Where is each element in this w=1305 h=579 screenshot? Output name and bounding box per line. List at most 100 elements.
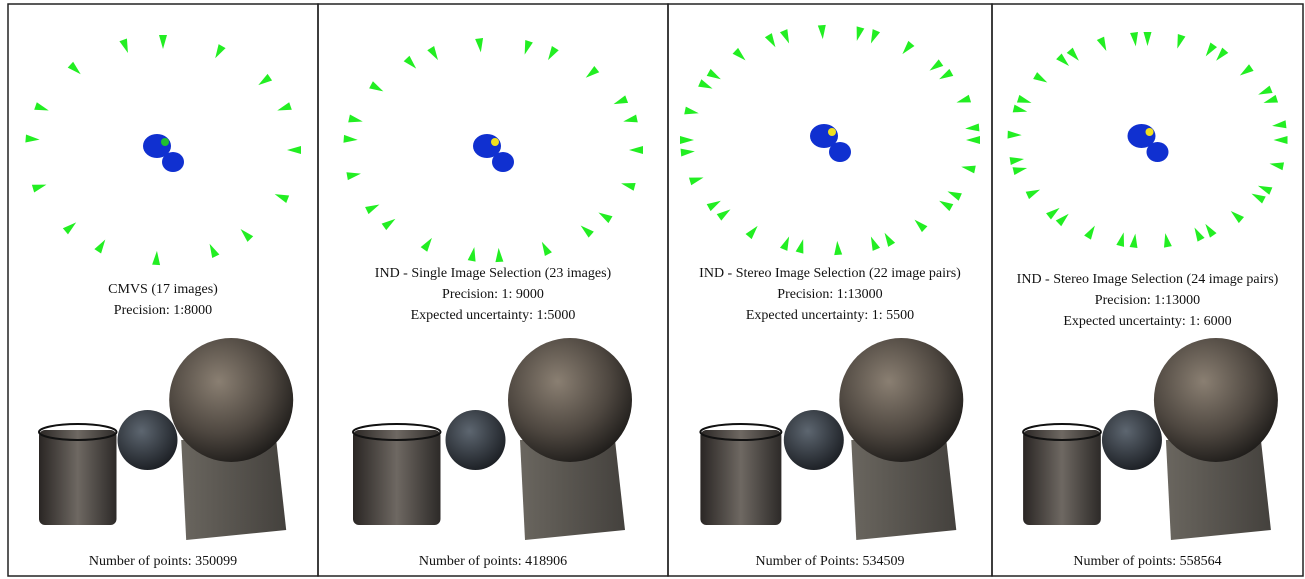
camera-icon [1013, 105, 1028, 113]
camera-icon [1116, 232, 1124, 247]
camera-icon [346, 172, 360, 180]
camera-icon [68, 62, 81, 74]
camera-icon [1033, 72, 1047, 82]
camera-icon [1097, 37, 1107, 51]
precision: Precision: 1:8000 [114, 303, 212, 318]
camera-icon [1264, 95, 1279, 103]
camera-icon [32, 185, 47, 193]
camera-icon [914, 220, 927, 233]
camera-icon [258, 74, 272, 85]
large-sphere [508, 338, 632, 462]
camera-icon [404, 56, 417, 69]
mug [39, 430, 117, 525]
camera-icon [629, 146, 643, 154]
point-count: Number of points: 558564 [1073, 554, 1221, 569]
camera-icon [1216, 48, 1228, 61]
camera-icon [1046, 208, 1060, 220]
camera-icon [525, 40, 533, 55]
camera-icon [159, 35, 167, 49]
point-cloud [829, 142, 851, 162]
camera-icon [343, 135, 357, 143]
camera-icon [746, 226, 758, 239]
camera-icon [947, 191, 961, 200]
mug [353, 430, 441, 525]
camera-icon [586, 66, 600, 78]
figure: CMVS (17 images) Precision: 1:8000 Number … [0, 0, 1305, 579]
camera-icon [1026, 190, 1040, 199]
camera-icon [63, 222, 76, 234]
camera-icon [965, 123, 979, 131]
camera-icon [1010, 157, 1024, 165]
camera-icon [25, 135, 39, 143]
camera-icon [119, 39, 128, 54]
camera-icon [287, 146, 301, 154]
camera-icon [495, 248, 503, 262]
camera-icon [1258, 186, 1272, 195]
camera-icon [956, 95, 971, 103]
camera-icon [857, 26, 865, 41]
point-cloud [492, 152, 514, 172]
camera-icon [684, 107, 699, 115]
camera-icon [796, 239, 804, 254]
camera-icon [614, 95, 629, 104]
camera-icon [961, 166, 976, 174]
camera-icon [475, 38, 483, 52]
camera-icon [621, 183, 636, 191]
camera-icon [277, 102, 292, 110]
point-count: Number of points: 418906 [419, 554, 567, 569]
camera-icon [365, 204, 379, 214]
small-sphere [118, 410, 178, 470]
camera-icon [1258, 86, 1272, 95]
panel: IND - Stereo Image Selection (22 image p… [668, 4, 992, 576]
panel: CMVS (17 images) Precision: 1:8000 Number … [8, 4, 318, 576]
camera-icon [834, 241, 842, 255]
point-cloud [491, 138, 499, 146]
panel-title: CMVS (17 images) [108, 282, 218, 297]
small-sphere [1102, 410, 1162, 470]
small-sphere [446, 410, 506, 470]
camera-icon [1017, 95, 1032, 103]
point-cloud [162, 152, 184, 172]
camera-icon [680, 136, 694, 144]
camera-icon [1206, 43, 1217, 57]
mug [700, 430, 781, 525]
camera-icon [1251, 194, 1265, 204]
camera-icon [780, 29, 789, 43]
camera-icon [939, 69, 953, 79]
camera-icon [698, 79, 712, 88]
camera-icon [581, 226, 594, 238]
point-cloud [161, 138, 169, 146]
camera-icon [930, 59, 944, 70]
camera-icon [1205, 224, 1216, 238]
point-count: Number of points: 350099 [89, 554, 237, 569]
camera-icon [966, 136, 980, 144]
camera-icon [1067, 48, 1079, 61]
camera-icon [902, 41, 914, 54]
panel-title: IND - Stereo Image Selection (24 image p… [1017, 272, 1279, 287]
camera-icon [1194, 227, 1204, 241]
uncertainty: Expected uncertainty: 1:5000 [411, 308, 576, 323]
camera-icon [1231, 211, 1244, 223]
camera-icon [34, 102, 49, 110]
uncertainty: Expected uncertainty: 1: 6000 [1063, 314, 1231, 329]
camera-icon [765, 33, 776, 47]
camera-icon [348, 115, 363, 123]
point-cloud [1146, 128, 1154, 136]
camera-icon [1130, 234, 1138, 248]
camera-icon [421, 238, 432, 252]
camera-icon [1056, 53, 1069, 66]
camera-icon [241, 229, 254, 242]
camera-icon [152, 251, 160, 265]
camera-icon [623, 115, 638, 123]
camera-icon [215, 44, 225, 58]
camera-icon [275, 194, 289, 203]
camera-icon [689, 177, 704, 185]
camera-icon [707, 69, 721, 79]
camera-icon [1272, 120, 1286, 128]
camera-icon [1013, 167, 1028, 175]
camera-icon [1270, 162, 1285, 170]
point-cloud [1147, 142, 1169, 162]
panel-title: IND - Single Image Selection (23 images) [375, 266, 612, 281]
camera-icon [681, 149, 695, 157]
camera-icon [1240, 64, 1254, 75]
